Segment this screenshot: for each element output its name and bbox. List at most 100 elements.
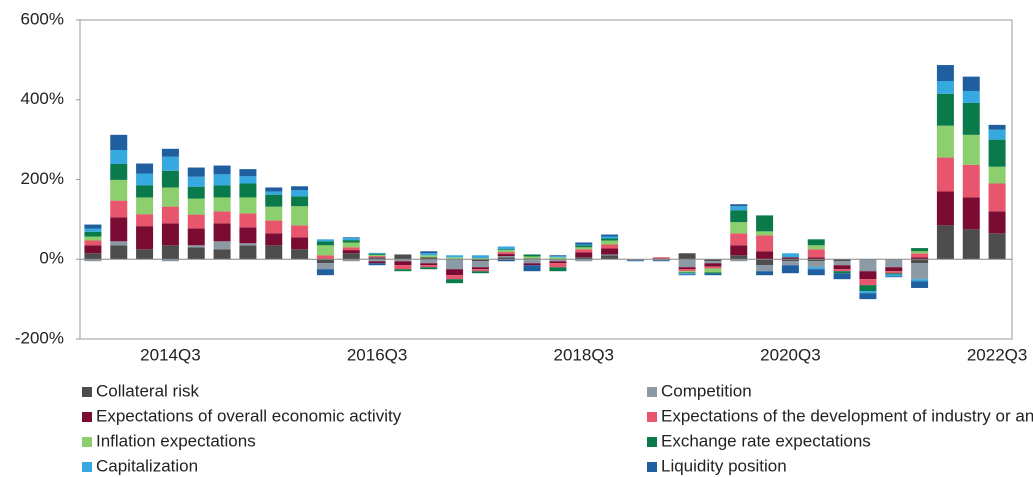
legend-swatch bbox=[647, 462, 657, 472]
bar-segment bbox=[187, 167, 205, 177]
bar-segment bbox=[911, 263, 929, 280]
legend-swatch bbox=[82, 412, 92, 422]
bar-segment bbox=[626, 259, 644, 261]
bar-segment bbox=[756, 251, 774, 260]
bar-segment bbox=[213, 223, 231, 242]
bar-segment bbox=[833, 261, 851, 266]
legend-swatch bbox=[647, 412, 657, 422]
bar-segment bbox=[601, 254, 619, 256]
bar-segment bbox=[187, 214, 205, 229]
bar-segment bbox=[833, 273, 851, 280]
bar-segment bbox=[704, 273, 722, 276]
bar-segment bbox=[368, 256, 386, 258]
bar-segment bbox=[549, 263, 567, 268]
bar-segment bbox=[911, 251, 929, 254]
bar-segment bbox=[84, 259, 102, 262]
bar-segment bbox=[911, 279, 929, 282]
bar-segment bbox=[291, 190, 309, 197]
bar-segment bbox=[213, 185, 231, 198]
bar-segment bbox=[962, 134, 980, 165]
legend-label: Liquidity position bbox=[661, 456, 787, 475]
bar-segment bbox=[781, 257, 799, 260]
bar-segment bbox=[704, 268, 722, 273]
x-tick-label: 2014Q3 bbox=[140, 345, 201, 364]
bar-segment bbox=[316, 241, 334, 246]
bar-segment bbox=[265, 220, 283, 234]
legend-swatch bbox=[82, 437, 92, 447]
legend-label: Inflation expectations bbox=[96, 431, 256, 450]
bar-segment bbox=[575, 257, 593, 260]
y-tick-label: 600% bbox=[21, 9, 64, 28]
bar-segment bbox=[807, 245, 825, 250]
bar-segment bbox=[911, 253, 929, 258]
bar-segment bbox=[962, 76, 980, 91]
bar-segment bbox=[601, 238, 619, 241]
legend-label: Competition bbox=[661, 381, 752, 400]
bar-segment bbox=[84, 224, 102, 229]
bar-segment bbox=[110, 149, 128, 164]
bar-segment bbox=[523, 263, 541, 266]
bar-segment bbox=[110, 217, 128, 242]
bar-segment bbox=[988, 129, 1006, 140]
bar-segment bbox=[110, 163, 128, 180]
bar-segment bbox=[213, 249, 231, 260]
bar-segment bbox=[885, 276, 903, 278]
x-tick-label: 2016Q3 bbox=[347, 345, 408, 364]
bar-segment bbox=[187, 228, 205, 246]
x-tick-label: 2020Q3 bbox=[760, 345, 821, 364]
bar-segment bbox=[161, 187, 179, 207]
bar-segment bbox=[213, 197, 231, 212]
bar-segment bbox=[187, 186, 205, 199]
bar-segment bbox=[136, 197, 154, 215]
bar-segment bbox=[110, 200, 128, 218]
bar-segment bbox=[756, 259, 774, 266]
bar-segment bbox=[988, 233, 1006, 260]
bar-segment bbox=[161, 245, 179, 260]
bar-segment bbox=[730, 259, 748, 262]
bar-segment bbox=[730, 222, 748, 234]
bar-segment bbox=[936, 191, 954, 226]
bar-segment bbox=[187, 247, 205, 260]
bar-segment bbox=[316, 245, 334, 256]
bar-segment bbox=[471, 269, 489, 272]
bar-segment bbox=[781, 259, 799, 262]
bar-segment bbox=[291, 237, 309, 250]
bar-segment bbox=[988, 166, 1006, 184]
bar-segment bbox=[730, 233, 748, 246]
bar-segment bbox=[704, 266, 722, 269]
bar-segment bbox=[161, 259, 179, 262]
bar-segment bbox=[110, 134, 128, 150]
bar-segment bbox=[601, 236, 619, 239]
bar-segment bbox=[265, 187, 283, 192]
bar-segment bbox=[420, 253, 438, 256]
bar-segment bbox=[497, 256, 515, 258]
legend-swatch bbox=[82, 387, 92, 397]
bar-segment bbox=[575, 252, 593, 258]
bar-segment bbox=[833, 265, 851, 270]
bar-segment bbox=[239, 227, 257, 244]
bar-segment bbox=[549, 257, 567, 260]
bar-segment bbox=[911, 259, 929, 264]
bar-segment bbox=[368, 252, 386, 254]
bar-segment bbox=[291, 186, 309, 191]
bar-segment bbox=[342, 242, 360, 248]
bar-segment bbox=[678, 274, 696, 276]
bar-segment bbox=[730, 206, 748, 211]
bar-segment bbox=[936, 225, 954, 260]
bar-segment bbox=[265, 233, 283, 246]
bar-segment bbox=[342, 238, 360, 241]
bar-segment bbox=[962, 197, 980, 230]
bar-segment bbox=[394, 254, 412, 260]
bar-segment bbox=[497, 254, 515, 257]
bar-segment bbox=[833, 259, 851, 262]
bar-segment bbox=[265, 191, 283, 195]
bar-segment bbox=[859, 291, 877, 294]
bar-segment bbox=[807, 269, 825, 276]
bar-segment bbox=[394, 261, 412, 266]
bar-segment bbox=[936, 81, 954, 94]
bar-segment bbox=[859, 293, 877, 300]
bar-segment bbox=[575, 245, 593, 248]
bar-segment bbox=[756, 215, 774, 232]
bar-segment bbox=[316, 239, 334, 242]
bar-segment bbox=[885, 274, 903, 277]
